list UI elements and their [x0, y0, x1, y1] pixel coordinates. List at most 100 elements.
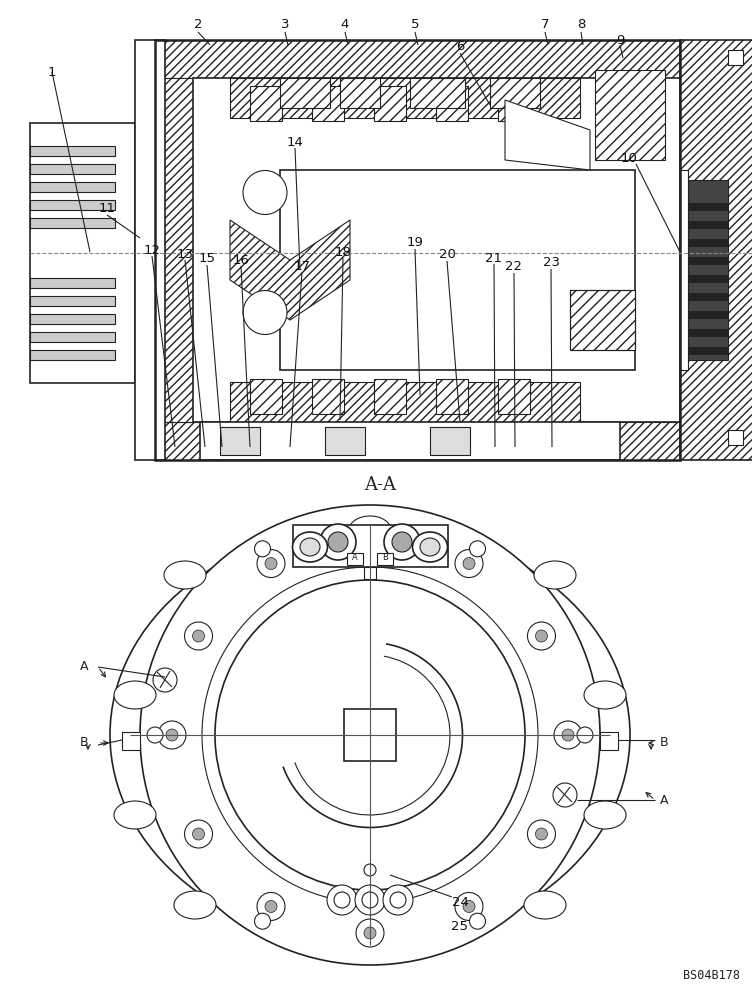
Text: 25: 25 — [451, 920, 468, 932]
Bar — [364, 567, 376, 579]
Text: 2: 2 — [194, 18, 202, 31]
Text: 24: 24 — [451, 896, 468, 910]
Circle shape — [257, 550, 285, 578]
Text: 8: 8 — [577, 18, 585, 31]
Circle shape — [320, 524, 356, 560]
Bar — [280, 170, 635, 370]
Bar — [490, 78, 540, 108]
Circle shape — [254, 541, 271, 557]
Circle shape — [535, 630, 547, 642]
Text: 3: 3 — [280, 18, 290, 31]
Circle shape — [362, 892, 378, 908]
Ellipse shape — [174, 891, 216, 919]
Bar — [30, 122, 135, 382]
Circle shape — [553, 783, 577, 807]
Bar — [30, 182, 115, 192]
Bar — [728, 430, 743, 445]
Bar — [377, 553, 393, 565]
Circle shape — [383, 885, 413, 915]
Bar — [498, 86, 530, 121]
Bar — [230, 382, 580, 422]
Text: B: B — [382, 554, 388, 562]
Circle shape — [265, 900, 277, 912]
Circle shape — [184, 622, 213, 650]
Bar — [312, 86, 344, 121]
Bar — [374, 86, 406, 121]
Text: 16: 16 — [232, 253, 250, 266]
Circle shape — [147, 727, 163, 743]
Bar — [250, 379, 282, 414]
Bar — [347, 553, 363, 565]
Text: 12: 12 — [144, 243, 160, 256]
Text: 1: 1 — [47, 66, 56, 79]
Bar — [155, 40, 680, 78]
Bar — [200, 422, 620, 460]
Circle shape — [328, 532, 348, 552]
Bar — [688, 221, 728, 229]
Ellipse shape — [524, 891, 566, 919]
Bar — [688, 293, 728, 301]
Circle shape — [469, 913, 486, 929]
Text: A: A — [352, 554, 358, 562]
Circle shape — [469, 541, 486, 557]
Bar — [30, 332, 115, 342]
Polygon shape — [230, 220, 350, 320]
Text: A: A — [660, 794, 669, 806]
Bar — [155, 40, 680, 460]
Bar — [325, 427, 365, 455]
Bar — [193, 78, 680, 422]
Circle shape — [364, 927, 376, 939]
Circle shape — [455, 550, 483, 578]
Circle shape — [166, 729, 178, 741]
Bar — [30, 145, 115, 155]
Circle shape — [140, 505, 600, 965]
Bar — [30, 163, 115, 174]
Circle shape — [562, 729, 574, 741]
Ellipse shape — [293, 532, 328, 562]
Text: 15: 15 — [199, 252, 216, 265]
Bar — [30, 296, 115, 306]
Circle shape — [527, 820, 556, 848]
Bar — [230, 78, 580, 118]
Bar — [135, 40, 165, 460]
Circle shape — [356, 919, 384, 947]
Bar — [312, 379, 344, 414]
Circle shape — [153, 668, 177, 692]
Bar — [688, 257, 728, 265]
Text: 11: 11 — [99, 202, 116, 216]
Bar — [30, 350, 115, 360]
Bar — [293, 525, 448, 567]
Text: 19: 19 — [407, 236, 423, 249]
Circle shape — [193, 630, 205, 642]
Bar — [0, 35, 752, 470]
Bar — [436, 86, 468, 121]
Bar — [122, 732, 140, 750]
Bar — [436, 379, 468, 414]
Circle shape — [254, 913, 271, 929]
Circle shape — [327, 885, 357, 915]
Text: 6: 6 — [456, 40, 464, 53]
Bar — [728, 50, 743, 65]
Ellipse shape — [114, 681, 156, 709]
Text: 7: 7 — [541, 18, 549, 31]
Circle shape — [243, 290, 287, 334]
Circle shape — [384, 524, 420, 560]
Circle shape — [257, 892, 285, 920]
Ellipse shape — [420, 538, 440, 556]
Bar — [688, 347, 728, 355]
Circle shape — [390, 892, 406, 908]
Text: 22: 22 — [505, 260, 523, 273]
Bar — [595, 70, 665, 160]
Ellipse shape — [584, 801, 626, 829]
Ellipse shape — [110, 525, 630, 945]
Circle shape — [243, 170, 287, 215]
Text: A-A: A-A — [364, 476, 396, 494]
Bar — [340, 78, 380, 108]
Circle shape — [193, 828, 205, 840]
Text: 17: 17 — [293, 259, 311, 272]
Bar — [688, 180, 728, 360]
Bar — [155, 422, 680, 460]
Circle shape — [455, 892, 483, 920]
Circle shape — [215, 580, 525, 890]
Text: 18: 18 — [335, 245, 351, 258]
